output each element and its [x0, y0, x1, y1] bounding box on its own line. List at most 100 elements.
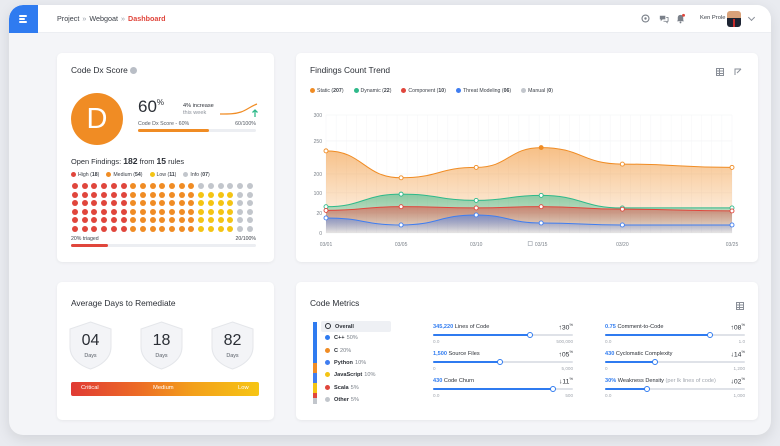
metric-delta: ↑30%	[558, 322, 573, 331]
language-dot	[325, 396, 330, 402]
data-point[interactable]	[538, 220, 544, 226]
trend-legend-label: Component (	[408, 88, 439, 94]
breadcrumb-project[interactable]: Project	[57, 14, 80, 23]
data-point[interactable]	[323, 148, 329, 154]
data-point[interactable]	[473, 212, 479, 218]
finding-dot	[110, 208, 117, 215]
y-tick-label: 0	[319, 231, 322, 237]
metric-min: 0.0	[605, 339, 612, 344]
metric-delta: ↑05%	[558, 349, 573, 358]
metric-slider-knob[interactable]	[550, 386, 557, 392]
language-strip-segment	[313, 363, 317, 373]
metric-max: 1.0	[738, 339, 745, 344]
trend-legend-dot	[401, 88, 407, 93]
breadcrumb: Project» Webgoat» Dashboard	[57, 14, 166, 23]
trend-legend-item[interactable]: Manual (0)	[521, 88, 553, 94]
data-point[interactable]	[398, 204, 404, 210]
chat-icon[interactable]	[658, 13, 669, 24]
data-point[interactable]	[323, 215, 329, 221]
trend-legend-item[interactable]: Threat Modeling (06)	[455, 88, 511, 94]
finding-dot	[198, 183, 205, 189]
finding-dot	[139, 191, 146, 198]
language-item[interactable]: C 20%	[325, 347, 351, 354]
data-point[interactable]	[398, 191, 404, 197]
data-point[interactable]	[619, 161, 625, 167]
trend-legend-item[interactable]: Static (207)	[310, 88, 344, 94]
language-item[interactable]: JavaScript 10%	[325, 372, 376, 378]
breadcrumb-webgoat[interactable]: Webgoat	[89, 14, 119, 23]
data-point[interactable]	[538, 192, 544, 198]
finding-dot	[139, 217, 146, 224]
metric-slider[interactable]	[605, 332, 745, 338]
data-point[interactable]	[538, 204, 544, 210]
metric-slider-knob[interactable]	[652, 359, 659, 365]
severity-gradient-bar	[71, 382, 259, 396]
data-point[interactable]	[473, 164, 479, 170]
language-item[interactable]: Python 10%	[325, 359, 366, 366]
remediate-days-unit: Days	[226, 353, 239, 359]
metric-slider-knob[interactable]	[644, 386, 650, 392]
data-point[interactable]	[473, 205, 479, 211]
trend-sparkline	[219, 103, 258, 117]
finding-dot	[72, 226, 78, 232]
metric-delta-unit: %	[741, 376, 745, 381]
metric-slider-knob[interactable]	[707, 332, 713, 338]
settings-icon[interactable]	[640, 13, 651, 24]
shield-badge	[140, 321, 183, 370]
metric-slider-fill	[605, 388, 647, 390]
menu-button[interactable]	[9, 5, 38, 33]
finding-dot	[120, 191, 127, 198]
severity-paren: )	[208, 172, 210, 178]
finding-dot	[236, 208, 243, 215]
metric-slider[interactable]	[433, 359, 573, 365]
data-point[interactable]	[398, 222, 404, 228]
finding-dot	[188, 200, 195, 207]
finding-dot	[91, 208, 98, 215]
metric-slider[interactable]	[433, 332, 573, 338]
finding-dot	[149, 217, 156, 224]
finding-dot	[81, 200, 88, 207]
user-name[interactable]: Ken Prole	[700, 15, 726, 21]
metric-min: 0.0	[433, 339, 440, 344]
data-point[interactable]	[729, 208, 735, 214]
metric-delta-value: ↑05	[558, 351, 570, 359]
table-icon[interactable]	[716, 68, 724, 76]
data-point[interactable]	[538, 145, 544, 151]
language-item[interactable]: Other 5%	[325, 396, 359, 403]
data-point[interactable]	[729, 164, 735, 170]
language-item[interactable]: Scala 5%	[325, 384, 359, 391]
data-point[interactable]	[473, 197, 479, 203]
language-item[interactable]: C++ 50%	[325, 335, 358, 341]
series-line	[325, 206, 733, 212]
metric-slider-knob[interactable]	[526, 332, 533, 338]
chevron-down-icon[interactable]	[747, 13, 756, 22]
expand-icon[interactable]	[734, 68, 742, 76]
finding-dot	[217, 226, 224, 232]
info-icon[interactable]	[129, 67, 137, 74]
metric-name: Weakness Density	[616, 378, 664, 384]
table-icon[interactable]	[736, 302, 744, 310]
shield-badge	[69, 321, 112, 370]
finding-dot	[159, 217, 166, 224]
metric-slider[interactable]	[605, 386, 745, 392]
bell-icon[interactable]	[675, 13, 686, 24]
data-point[interactable]	[619, 222, 625, 228]
trend-legend-dot	[353, 88, 359, 93]
data-point[interactable]	[398, 175, 404, 181]
language-item[interactable]: Overall	[325, 323, 354, 330]
finding-dot	[91, 191, 98, 198]
trend-legend-item[interactable]: Component (10)	[401, 88, 446, 94]
data-point[interactable]	[323, 207, 329, 213]
metric-slider[interactable]	[605, 359, 745, 365]
dx-score-title: Code Dx Score	[71, 65, 128, 75]
severity-legend-item: Medium (54)	[106, 172, 143, 178]
data-point[interactable]	[619, 206, 625, 212]
menu-icon-line	[19, 21, 27, 23]
data-point[interactable]	[729, 222, 735, 228]
metric-slider-knob[interactable]	[497, 359, 504, 365]
metric-slider[interactable]	[433, 386, 573, 392]
avatar[interactable]	[727, 11, 741, 27]
trend-legend-item[interactable]: Dynamic (22)	[353, 88, 391, 94]
calendar-icon[interactable]	[527, 241, 533, 246]
finding-dot	[188, 183, 195, 189]
